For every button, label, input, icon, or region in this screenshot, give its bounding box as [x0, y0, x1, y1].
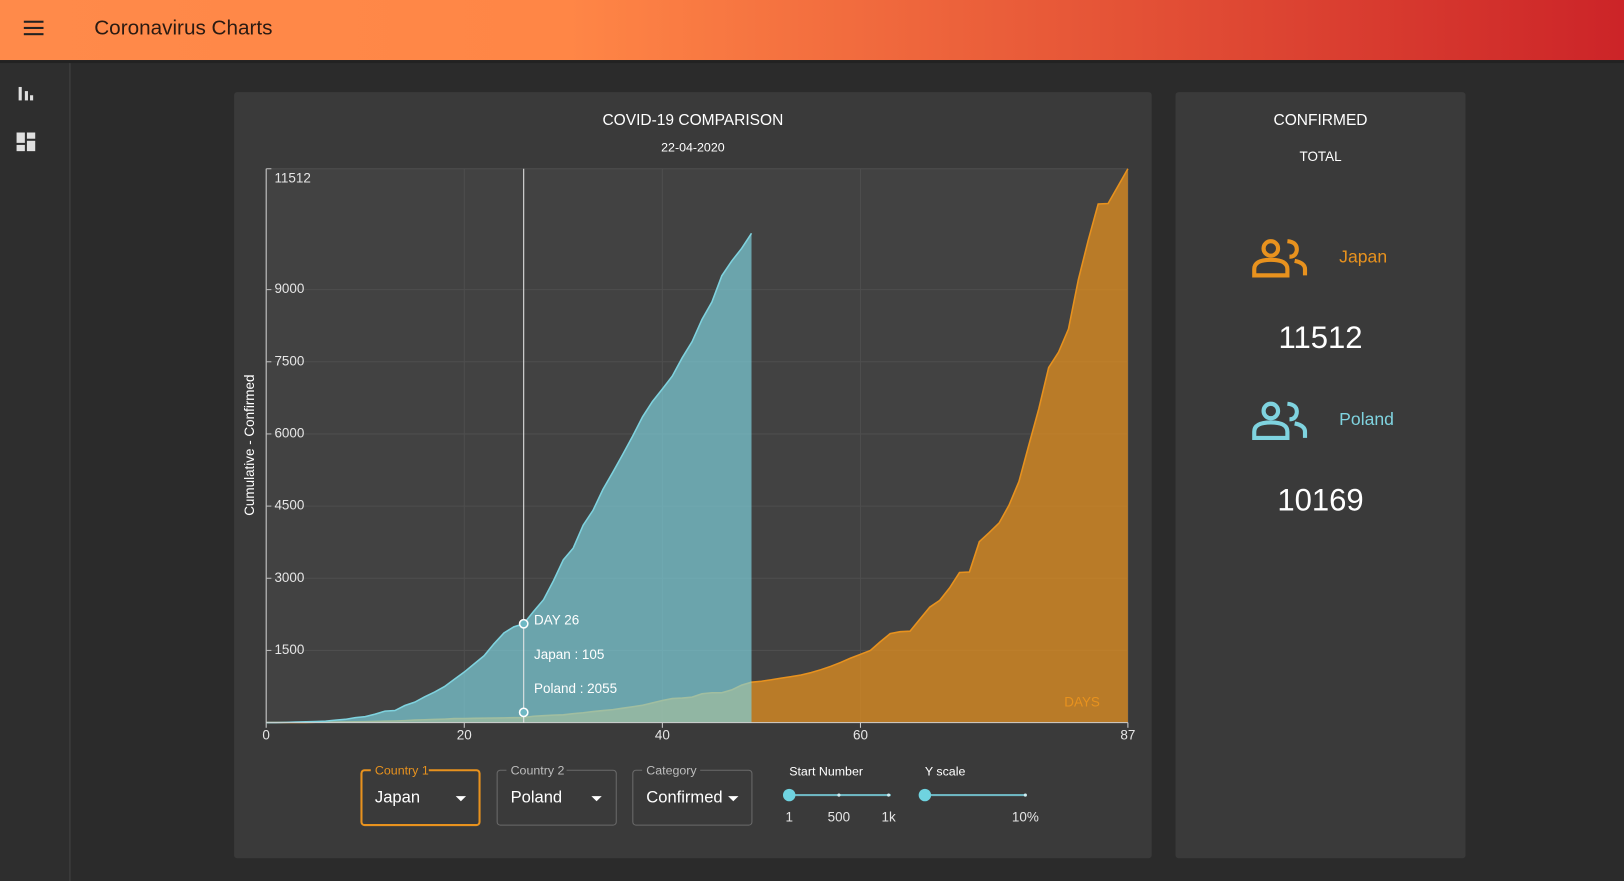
chart-title: COVID-19 COMPARISON: [602, 112, 783, 129]
app-bar-shadow: [0, 60, 1624, 64]
slider-tick-label: 1k: [882, 809, 896, 824]
summary-subtitle: TOTAL: [1299, 149, 1342, 164]
slider-tick-label: 10%: [1012, 809, 1039, 824]
area-fill: [266, 233, 752, 723]
summary-card: [1175, 92, 1466, 859]
person-icon: [1252, 401, 1308, 440]
slider-label: Y scale: [925, 765, 966, 779]
select-label: Country 1: [375, 764, 429, 778]
app-title: Coronavirus Charts: [94, 16, 272, 39]
slider-tick-label: 500: [828, 809, 850, 824]
icon-part: [1294, 421, 1308, 438]
icon-part: [1287, 239, 1299, 259]
tooltip-line: Japan : 105: [534, 647, 604, 662]
icon-part: [1252, 257, 1290, 278]
y-scale-slider[interactable]: Y scale 10%: [918, 765, 1039, 825]
select-label: Category: [646, 764, 697, 778]
summary-title: CONFIRMED: [1274, 112, 1368, 129]
y-tick-label: 6000: [274, 426, 304, 441]
series-line: [266, 232, 753, 724]
x-tick-label: 0: [262, 728, 269, 743]
slider-label: Start Number: [789, 765, 863, 779]
country1-select[interactable]: Country 1 Japan: [360, 764, 481, 827]
person-icon: [1252, 239, 1308, 278]
area-fill: [266, 168, 1128, 723]
icon-part: [1294, 258, 1308, 276]
country2-select[interactable]: Country 2 Poland: [496, 764, 617, 826]
chart-subtitle: 22-04-2020: [661, 140, 725, 154]
sidebar: [0, 63, 70, 881]
icon-part: [1252, 420, 1290, 440]
country-name: Japan: [1339, 246, 1387, 266]
tooltip-line: Poland : 2055: [534, 681, 617, 696]
country-total: 10169: [1277, 482, 1363, 517]
dashboard-nav-icon[interactable]: [16, 132, 36, 152]
country-total: 11512: [1279, 320, 1363, 355]
x-tick-label: 87: [1120, 728, 1135, 743]
country-name: Poland: [1339, 409, 1394, 429]
hover-dot: [518, 707, 529, 718]
menu-button[interactable]: [23, 20, 44, 36]
x-tick-label: 20: [457, 728, 472, 743]
app-bar: [0, 0, 1624, 61]
slider-tick-label: 1: [785, 809, 792, 824]
y-axis-label: Cumulative - Confirmed: [242, 375, 257, 516]
category-select[interactable]: Category Confirmed: [632, 764, 753, 826]
start-number-slider[interactable]: Start Number 1 500 1k: [783, 765, 896, 825]
plot: 1500 3000 4500 6000 7500 9000 11512 0 20 40 60 87 DA…: [262, 168, 1135, 743]
chart-nav-icon[interactable]: [18, 86, 34, 101]
y-tick-label: 1500: [274, 642, 304, 657]
x-tick-label: 60: [853, 728, 868, 743]
y-tick-label: 7500: [274, 353, 304, 368]
y-tick-label: 4500: [274, 498, 304, 513]
icon-part: [1261, 239, 1281, 258]
tooltip-title: DAY 26: [534, 613, 579, 628]
select-value: Japan: [375, 788, 420, 807]
icon-part: [1287, 401, 1299, 422]
y-tick-label: 9000: [274, 281, 304, 296]
select-value: Confirmed: [646, 788, 722, 807]
sidebar-border: [69, 63, 71, 881]
y-tick-label: 11512: [274, 171, 310, 186]
select-label: Country 2: [511, 764, 565, 778]
summary-list: Japan 11512 Poland 10169: [1252, 239, 1394, 517]
x-axis-label: DAYS: [1064, 695, 1100, 710]
icon-part: [1261, 401, 1281, 421]
select-value: Poland: [511, 788, 563, 807]
x-tick-label: 40: [655, 728, 670, 743]
hover-dot: [518, 618, 529, 629]
y-tick-label: 3000: [274, 570, 304, 585]
